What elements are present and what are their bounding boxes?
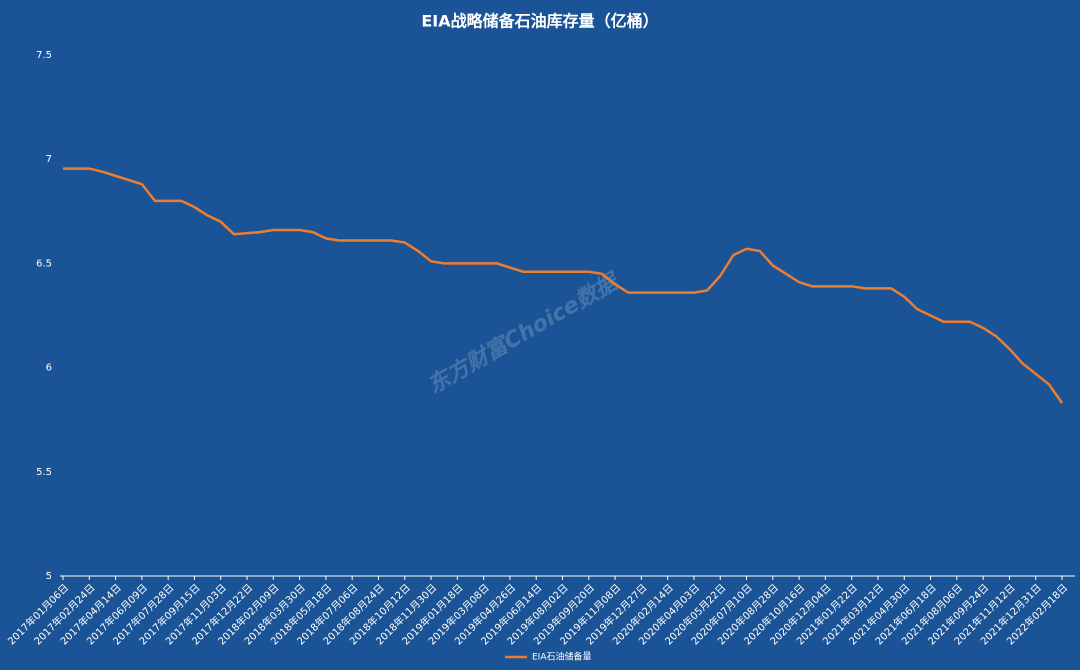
y-tick-label: 5 <box>46 571 52 582</box>
y-tick-label: 7 <box>46 154 52 165</box>
y-tick-label: 7.5 <box>36 50 52 61</box>
y-tick-label: 5.5 <box>36 467 52 478</box>
y-tick-label: 6 <box>46 363 52 374</box>
chart-title: EIA战略储备石油库存量（亿桶） <box>421 12 658 31</box>
y-tick-label: 6.5 <box>36 258 52 269</box>
watermark: 东方财富Choice数据 <box>423 267 625 399</box>
line-series <box>63 167 1064 404</box>
legend-label: EIA石油储备量 <box>532 651 592 663</box>
